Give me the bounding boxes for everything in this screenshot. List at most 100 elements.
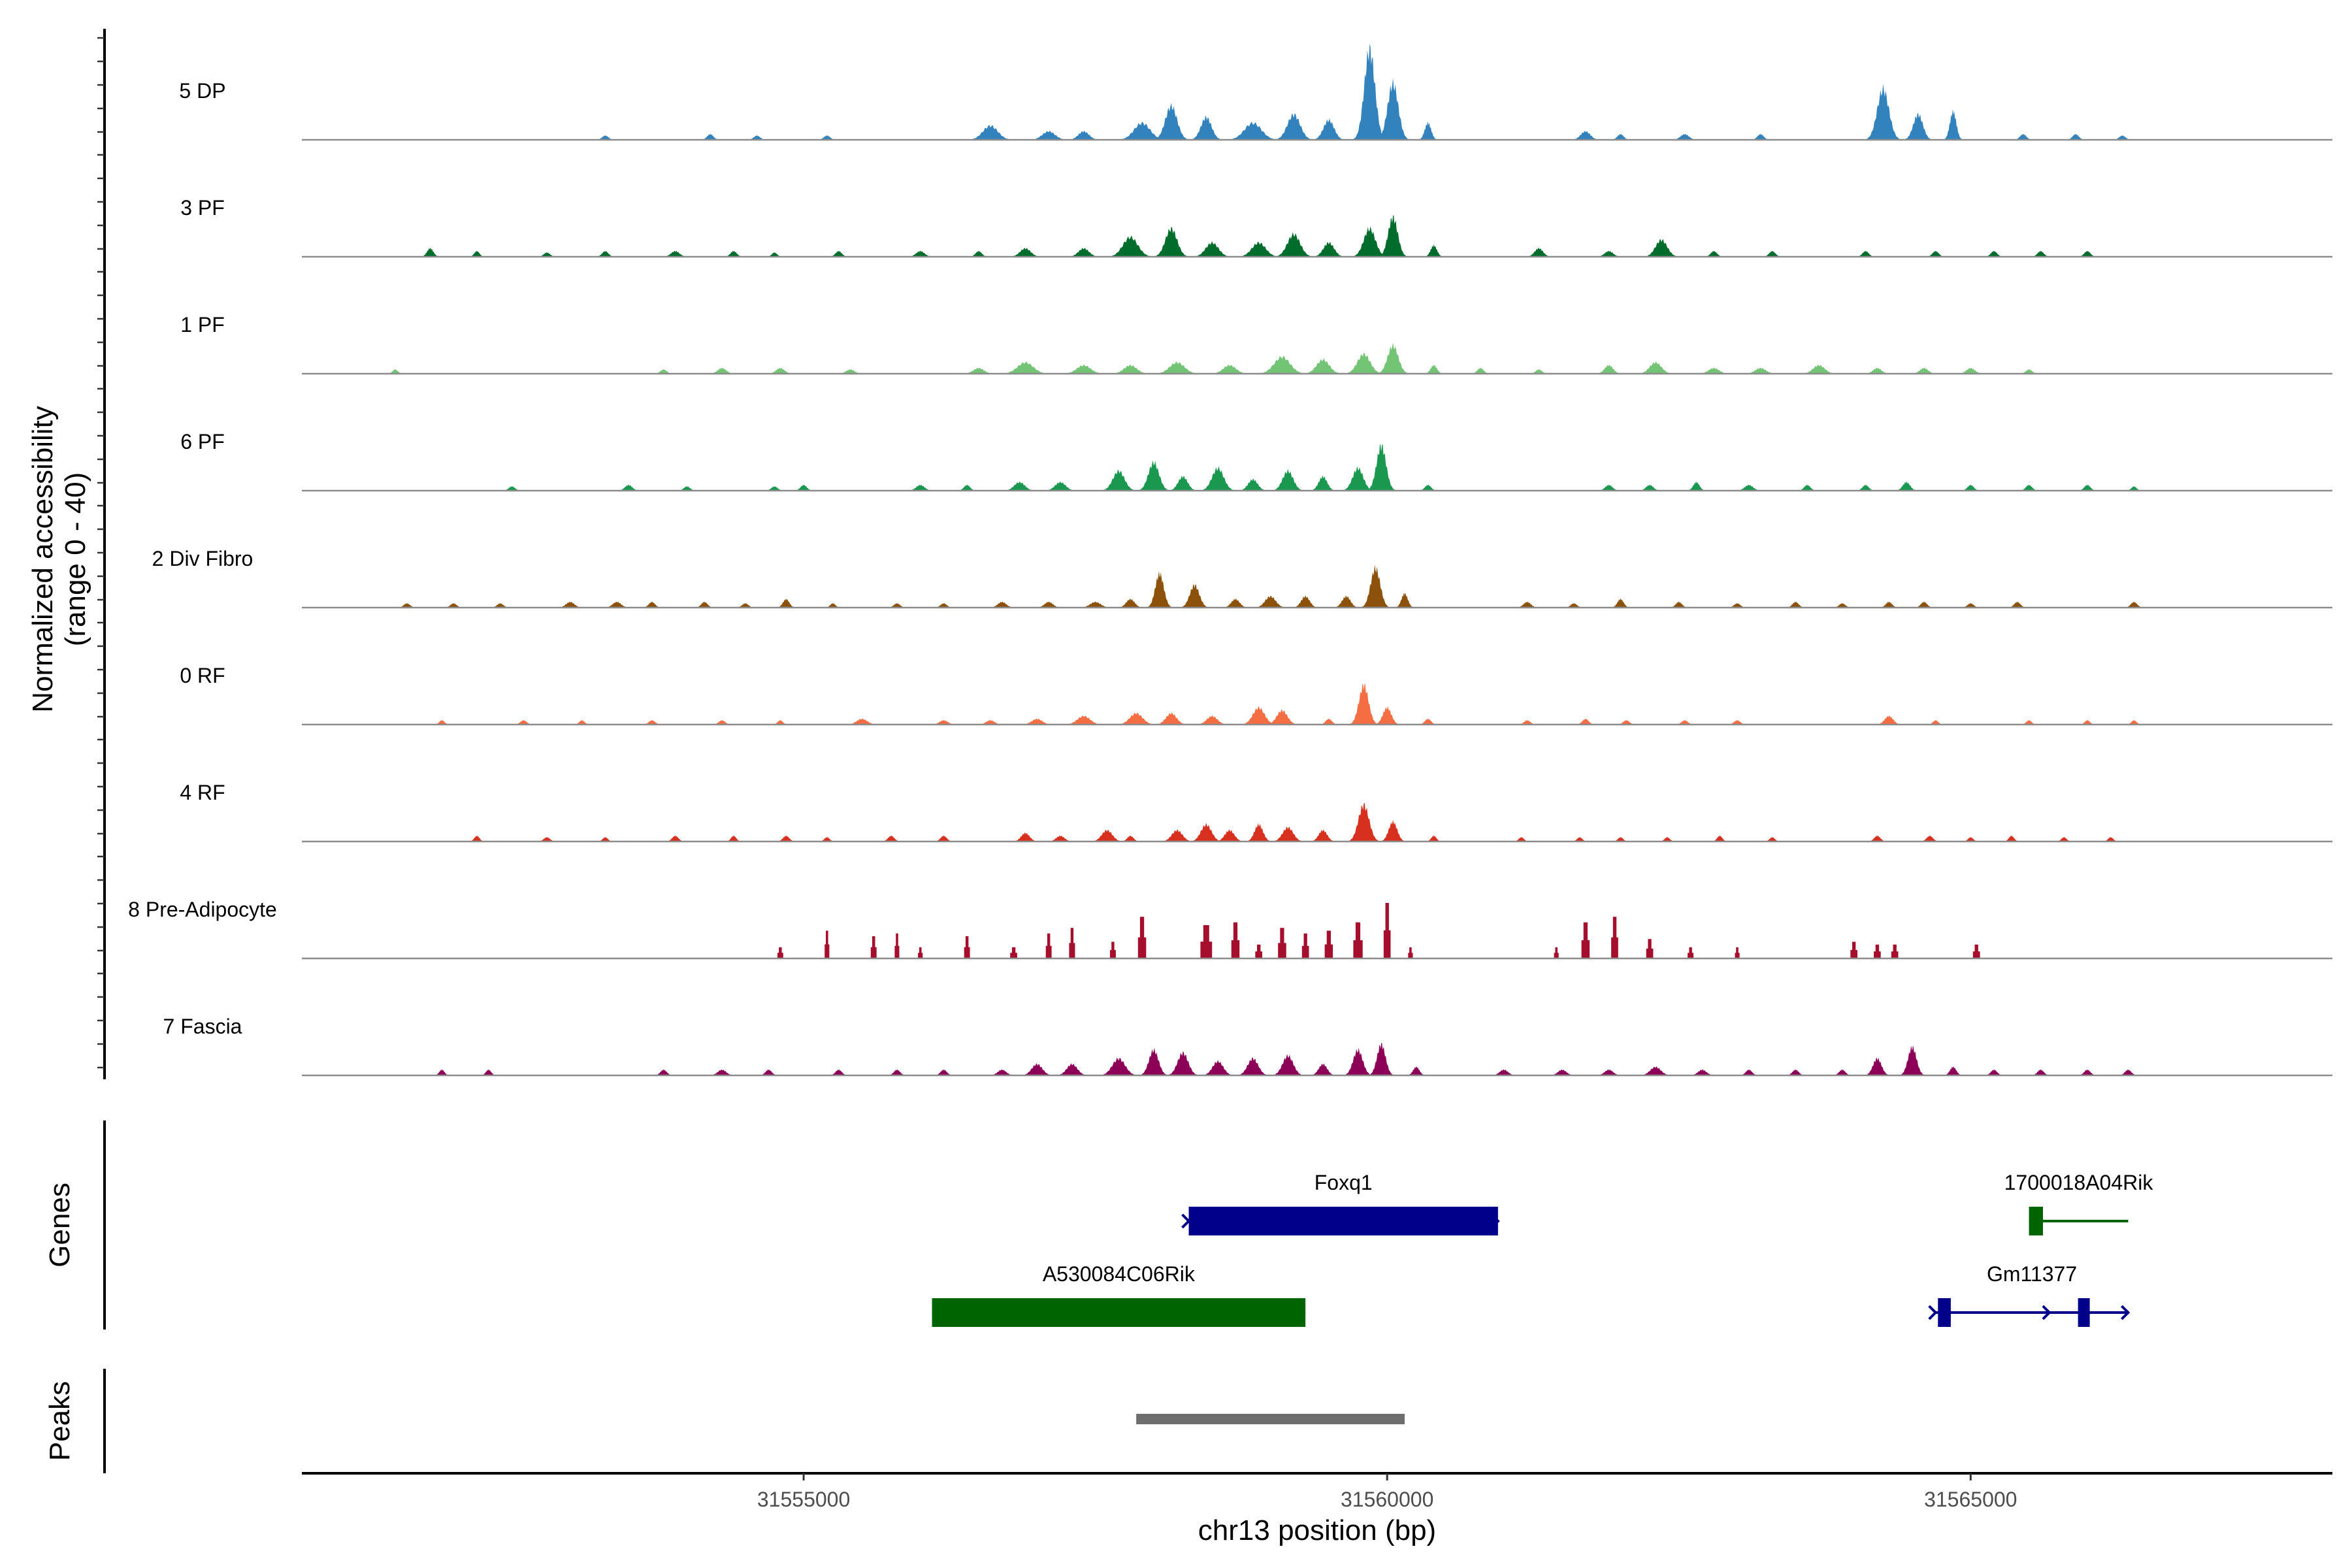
coverage-peak	[1238, 478, 1267, 491]
track-label: 8 Pre-Adipocyte	[128, 898, 277, 921]
y-axis-title-line1: Normalized accessibility	[27, 406, 59, 712]
coverage-peak	[1196, 715, 1228, 725]
coverage-peak	[766, 252, 783, 257]
coverage-peak	[930, 720, 956, 725]
coverage-peak	[1418, 122, 1438, 140]
coverage-peak	[2126, 720, 2142, 725]
strand-arrow	[1181, 1213, 1191, 1229]
coverage-peak	[1963, 837, 1979, 841]
coverage-peak	[1343, 1047, 1373, 1075]
coverage-peak	[604, 601, 630, 608]
coverage-peak	[838, 369, 863, 374]
coverage-peak	[1984, 250, 2004, 257]
coverage-peak	[1241, 706, 1277, 725]
track-2-div-fibro: 2 Div Fibro	[152, 547, 2332, 609]
coverage-peak	[1395, 593, 1414, 608]
coverage-peak	[654, 368, 674, 374]
coverage-peak	[700, 133, 720, 140]
coverage-peak	[1108, 235, 1153, 257]
coverage-peak	[2066, 133, 2085, 140]
coverage-peak	[1258, 355, 1306, 374]
coverage-peak	[1100, 1057, 1138, 1075]
coverage-peak	[1864, 368, 1890, 374]
gene-gm11377: Gm11377	[1928, 1262, 2131, 1327]
coverage-peak	[1255, 944, 1262, 958]
coverage-peak	[2078, 250, 2097, 257]
coverage-peak	[1313, 242, 1345, 257]
peaks-panel-label: Peaks	[44, 1381, 76, 1461]
coverage-peak	[2078, 1069, 2097, 1075]
coverage-peak	[1021, 1063, 1053, 1075]
coverage-peak	[1064, 715, 1103, 725]
coverage-peak	[1644, 238, 1679, 257]
coverage-peak	[1275, 113, 1313, 140]
coverage-peak	[968, 125, 1013, 140]
coverage-peak	[934, 603, 953, 608]
coverage-peak	[1068, 248, 1100, 257]
coverage-peak	[642, 601, 662, 608]
coverage-peak	[724, 250, 743, 257]
coverage-peak	[1068, 131, 1100, 140]
coverage-peak	[1786, 1069, 1805, 1075]
coverage-peak	[777, 947, 783, 958]
coverage-peak	[1275, 232, 1313, 257]
coverage-peak	[491, 603, 510, 608]
gene-a530084c06rik: A530084C06Rik	[932, 1262, 1306, 1327]
coverage-peak	[1418, 718, 1438, 725]
coverage-peak	[2019, 484, 2039, 491]
track-8-pre-adipocyte: 8 Pre-Adipocyte	[128, 898, 2332, 960]
coverage-peak	[1850, 941, 1857, 958]
coverage-peak	[1471, 367, 1490, 374]
coverage-peak	[1426, 835, 1442, 841]
coverage-peak	[1137, 917, 1147, 958]
coverage-peak	[977, 719, 1004, 725]
strand-arrow	[1928, 1305, 1938, 1320]
coverage-peak	[1237, 1057, 1269, 1075]
coverage-peak	[1874, 944, 1881, 958]
coverage-peak	[1383, 903, 1391, 958]
coverage-peak	[387, 369, 404, 374]
coverage-peak	[1361, 564, 1390, 608]
coverage-peak	[934, 835, 953, 841]
coverage-peak	[1222, 598, 1249, 608]
coverage-peak	[1139, 1047, 1168, 1075]
coverage-peak	[1611, 917, 1618, 958]
coverage-peak	[870, 936, 877, 958]
coverage-peak	[2118, 1069, 2138, 1075]
coverage-peak	[887, 603, 907, 608]
gene-label: A530084C06Rik	[1043, 1262, 1196, 1286]
coverage-peak	[2031, 250, 2051, 257]
coverage-peak	[1686, 482, 1707, 491]
coverage-peak	[468, 835, 485, 841]
coverage-peak	[1342, 466, 1374, 491]
coverage-peak	[709, 1069, 735, 1075]
coverage-peak	[1735, 947, 1740, 958]
coverage-peak	[1927, 719, 1944, 725]
strand-arrow	[2120, 1305, 2131, 1320]
coverage-peak	[1231, 922, 1240, 958]
coverage-peak	[1659, 837, 1675, 841]
x-tick-label: 31555000	[757, 1488, 850, 1511]
coverage-peak	[1310, 829, 1336, 841]
coverage-peak	[887, 1069, 907, 1075]
coverage-peak	[1324, 930, 1333, 958]
coverage-peak	[825, 930, 830, 958]
coverage-peak	[1596, 250, 1622, 257]
coverage-peak	[907, 484, 934, 491]
coverage-peak	[1319, 718, 1339, 725]
coverage-peak	[1891, 944, 1899, 958]
gene-exon	[1188, 1207, 1498, 1235]
coverage-peak	[1379, 215, 1407, 257]
coverage-peak	[1056, 1063, 1088, 1075]
coverage-peak	[1751, 133, 1771, 140]
coverage-peak	[1154, 361, 1200, 374]
coverage-peak	[1091, 829, 1123, 841]
coverage-peak	[480, 1069, 497, 1075]
coverage-peak	[819, 837, 835, 841]
peak-region	[1136, 1414, 1405, 1424]
track-3-pf: 3 PF	[180, 196, 2332, 258]
track-label: 0 RF	[180, 664, 225, 687]
coverage-peak	[829, 1069, 849, 1075]
coverage-peak	[794, 484, 813, 491]
gene-foxq1: Foxq1	[1181, 1171, 1500, 1235]
